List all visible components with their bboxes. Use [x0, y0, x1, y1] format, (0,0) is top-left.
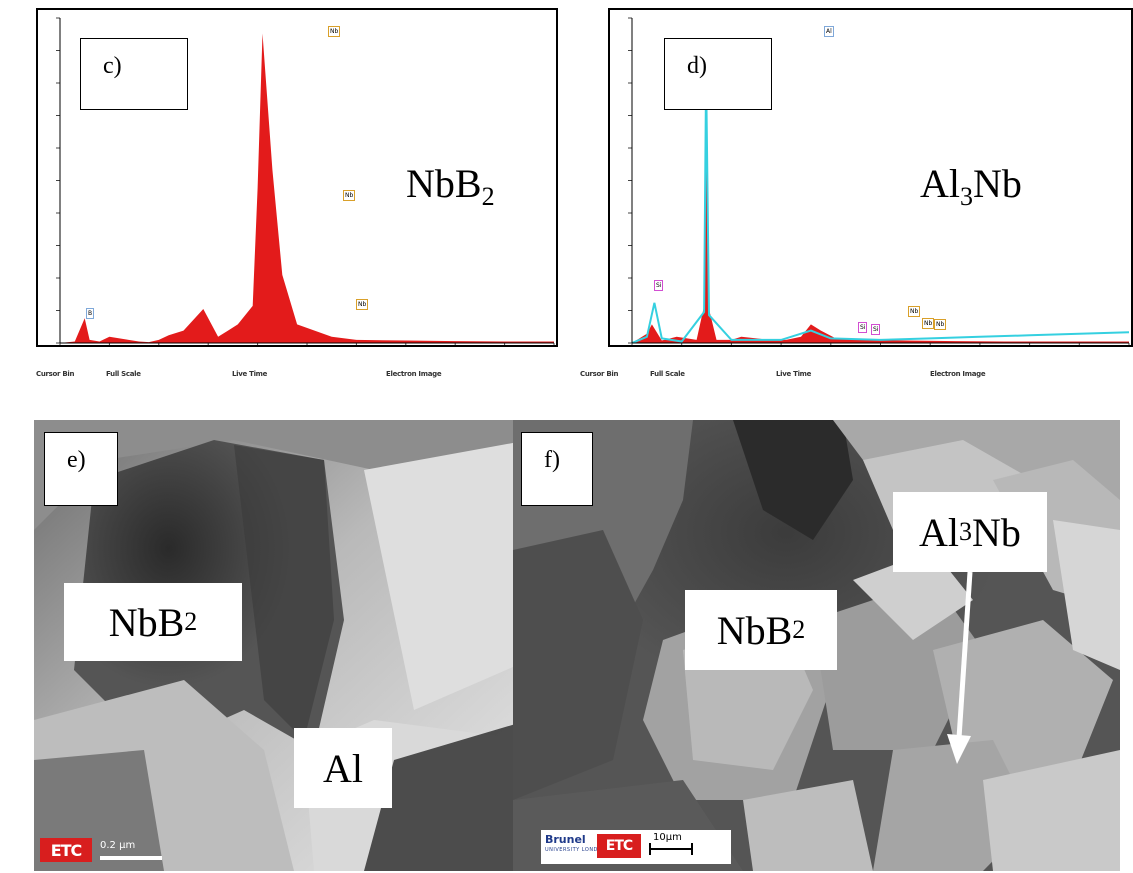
- etc-logo-f: ETC: [597, 834, 641, 858]
- status-bar-d: Cursor Bin Full Scale Live Time Electron…: [580, 370, 1133, 380]
- brunel-logo: Brunel UNIVERSITY LONDON: [545, 833, 607, 853]
- scale-text-e: 0.2 µm: [100, 840, 136, 851]
- peak-label-al: Al: [824, 26, 834, 37]
- status-livetime-c: Live Time: [232, 370, 268, 378]
- peak-label-nb-secondary: Nb: [343, 190, 356, 201]
- peak-label-si-mid1: Si: [858, 322, 868, 333]
- panel-tag-c: c): [80, 38, 188, 110]
- status-cursor-d: Cursor Bin: [580, 370, 619, 378]
- label-al3nb-f: Al 3 Nb: [893, 492, 1047, 572]
- phase-label-nbb2: NbB2: [406, 161, 495, 211]
- sem-image-f: f) NbB 2 Al 3 Nb Brunel UNIVERSITY LONDON E…: [513, 420, 1120, 871]
- status-cursor-c: Cursor Bin: [36, 370, 75, 378]
- etc-logo-e: ETC: [40, 838, 92, 862]
- label-al-e: Al: [294, 728, 392, 808]
- label-nbb2-e: NbB 2: [64, 583, 242, 661]
- spectrum-plot-c: [56, 17, 555, 345]
- label-nbb2-f: NbB 2: [685, 590, 837, 670]
- phase-label-al3nb: Al3Nb: [920, 161, 1022, 211]
- scale-bar-e: [100, 856, 162, 860]
- peak-label-si-mid2: Si: [871, 324, 881, 335]
- panel-tag-f: f): [521, 432, 593, 506]
- peak-label-nb-d2: Nb: [922, 318, 935, 329]
- peak-label-nb-main: Nb: [328, 26, 341, 37]
- status-livetime-d: Live Time: [776, 370, 812, 378]
- peak-label-b: B: [86, 308, 95, 319]
- scale-bar-tick-left: [649, 843, 651, 855]
- status-bar-c: Cursor Bin Full Scale Live Time Electron…: [36, 370, 558, 380]
- panel-tag-d: d): [664, 38, 772, 110]
- peak-label-nb-d1: Nb: [908, 306, 921, 317]
- peak-label-nb-tertiary: Nb: [356, 299, 369, 310]
- arrow-al3nb: [947, 571, 973, 764]
- eds-spectrum-c: c) NbB2 Nb Nb Nb B: [36, 8, 558, 347]
- peak-label-nb-d3: Nb: [934, 319, 947, 330]
- scale-text-f: 10µm: [653, 832, 682, 843]
- panel-tag-e: e): [44, 432, 118, 506]
- tem-image-e: e) NbB 2 Al ETC 0.2 µm: [34, 420, 529, 871]
- scale-bar-tick-right: [691, 843, 693, 855]
- status-fullscale-d: Full Scale: [650, 370, 685, 378]
- spectrum-plot-d: [628, 17, 1130, 345]
- status-image-c: Electron Image: [386, 370, 442, 378]
- status-image-d: Electron Image: [930, 370, 986, 378]
- peak-label-si-left: Si: [654, 280, 664, 291]
- scale-bar-f: [649, 848, 693, 850]
- eds-spectrum-d: d) Al3Nb Al Si Nb Nb Nb Si Si: [608, 8, 1133, 347]
- status-fullscale-c: Full Scale: [106, 370, 141, 378]
- spectrum-overlay-line: [631, 73, 1130, 344]
